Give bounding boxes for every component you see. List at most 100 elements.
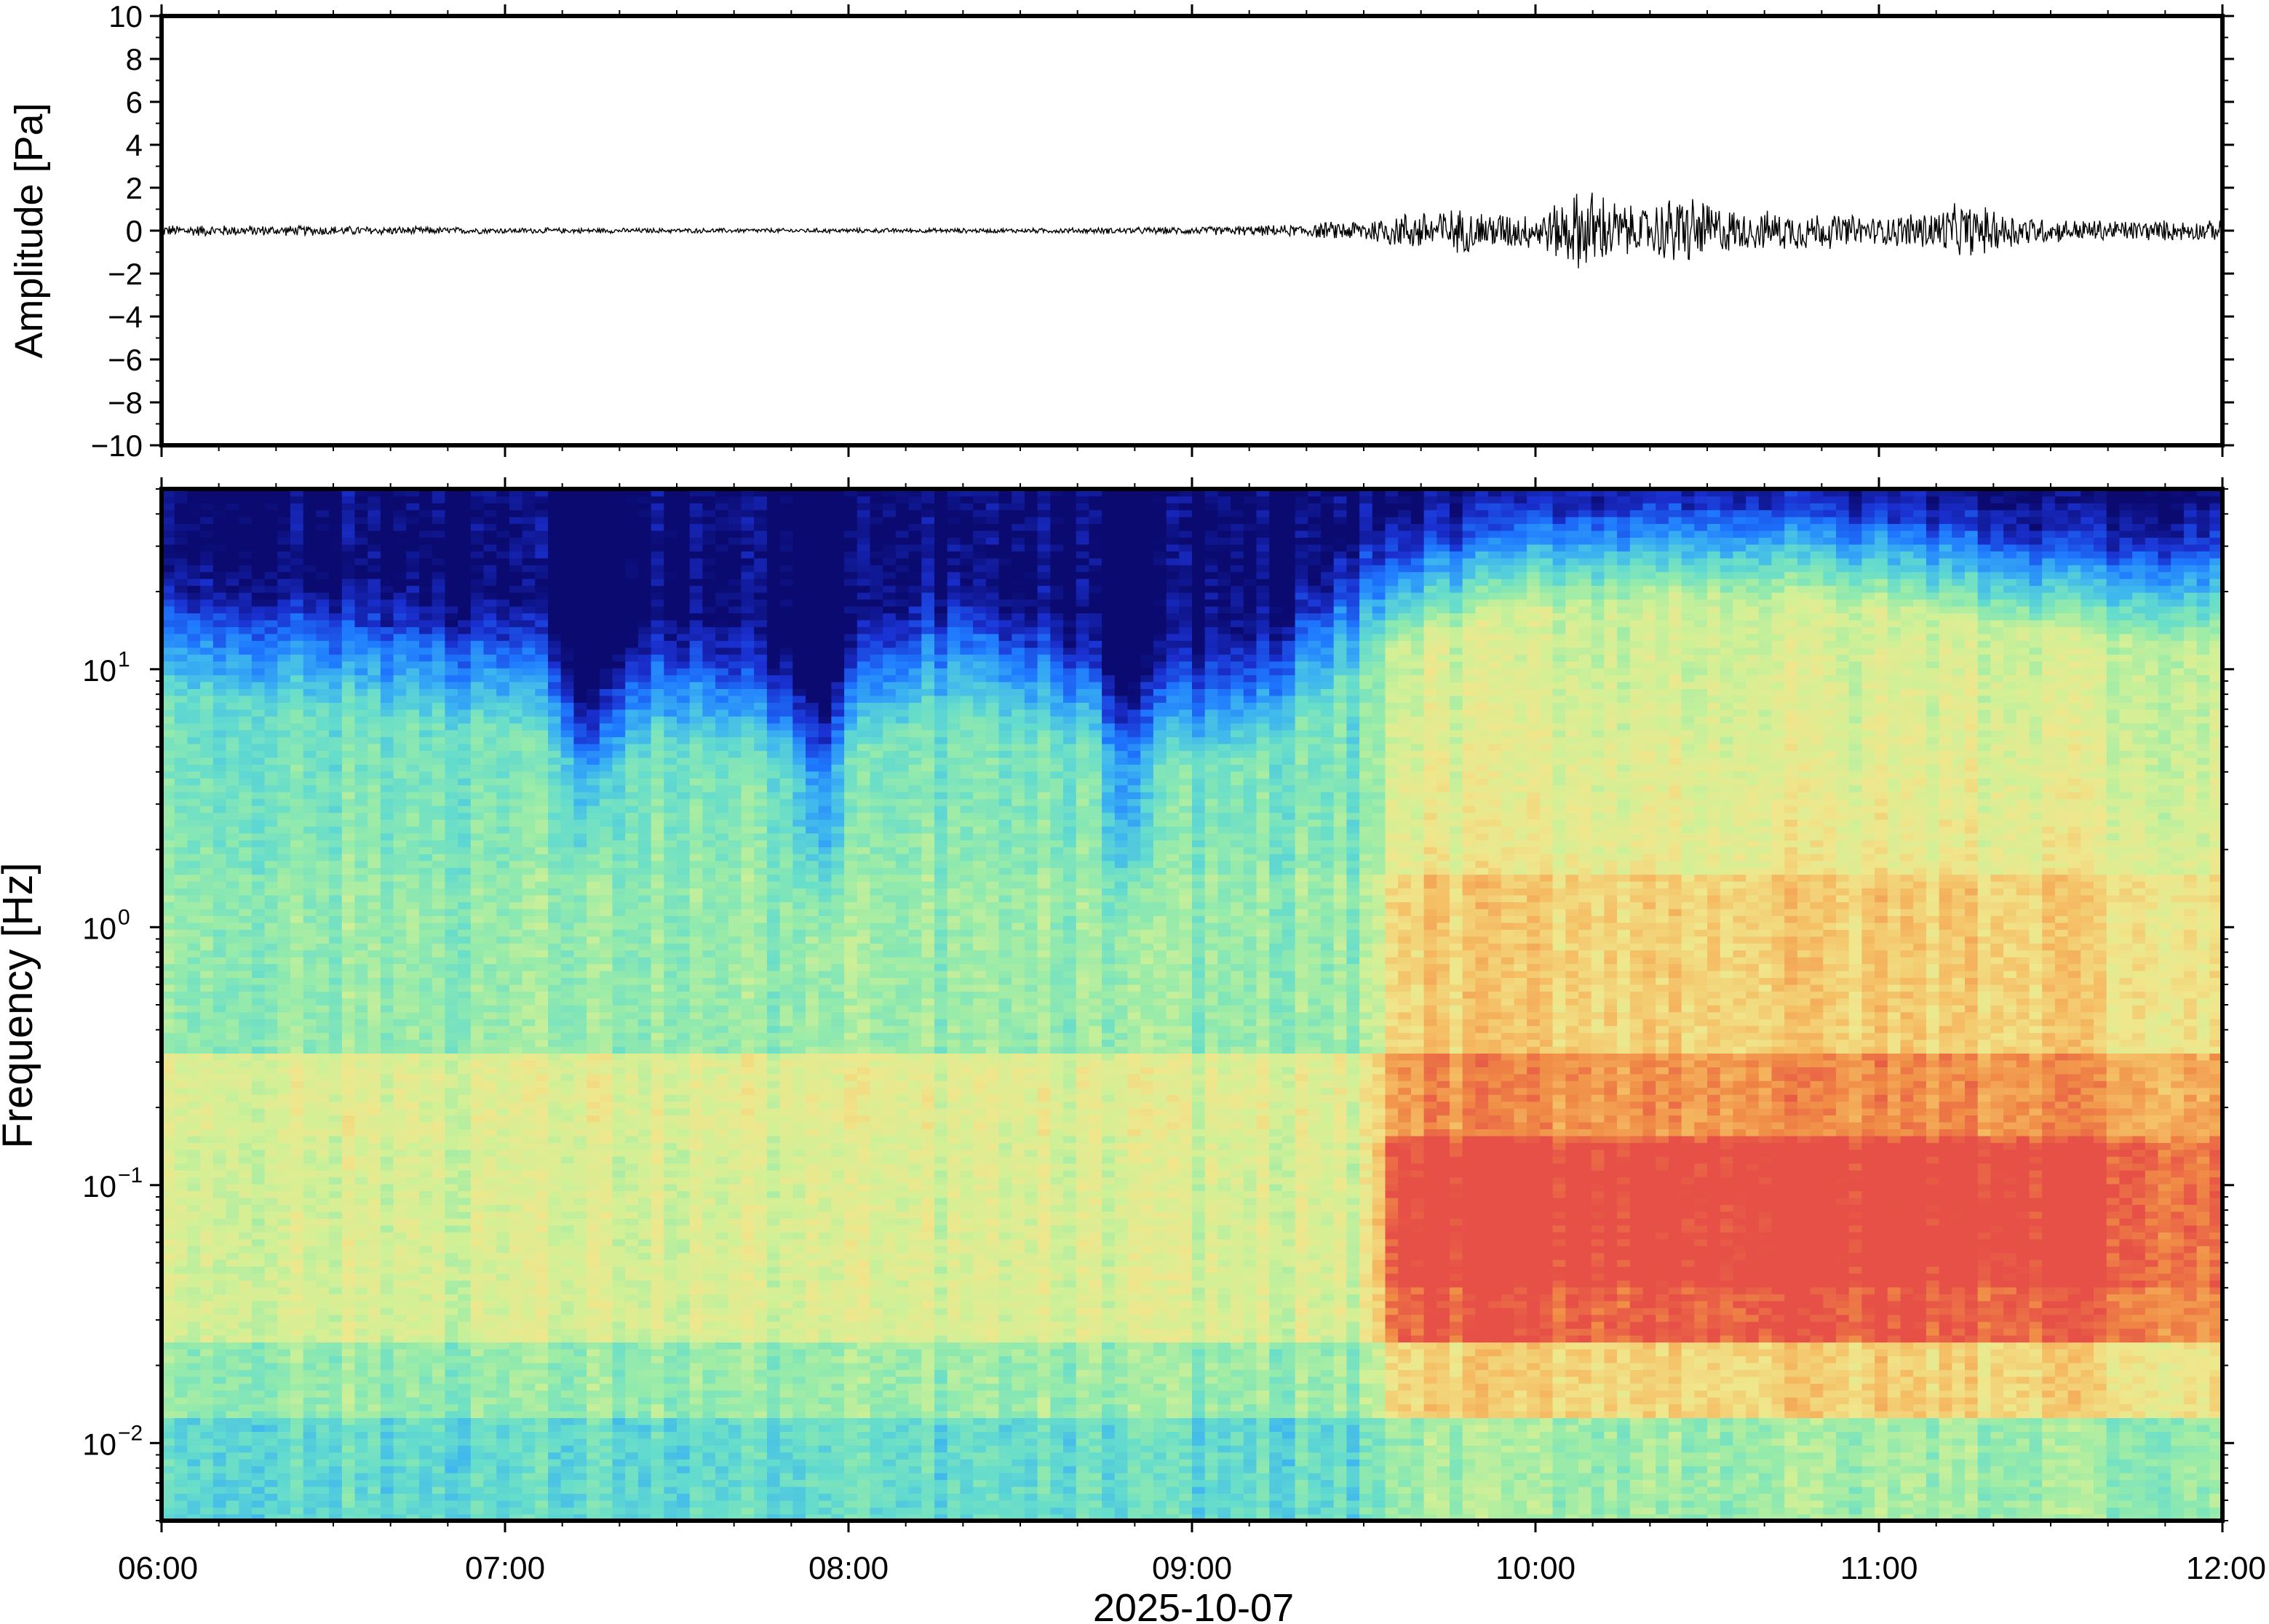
spectrogram-cell [483,1107,497,1116]
spectrogram-cell [251,1232,266,1240]
spectrogram-cell [535,1300,549,1308]
spectrogram-cell [187,489,201,497]
spectrogram-cell [187,1382,201,1391]
spectrogram-cell [303,1039,317,1047]
spectrogram-cell [573,1273,587,1281]
spectrogram-cell [573,729,587,738]
spectrogram-cell [496,1101,510,1109]
spectrogram-cell [329,1135,343,1143]
spectrogram-cell [200,1369,214,1377]
spectrogram-cell [522,942,536,951]
spectrogram-cell [174,867,188,875]
spectrogram-cell [573,613,587,621]
spectrogram-cell [483,956,497,965]
spectrogram-cell [239,840,253,848]
spectrogram-cell [329,1472,343,1481]
spectrogram-cell [445,832,458,840]
spectrogram-cell [162,688,175,696]
spectrogram-cell [316,1211,330,1219]
spectrogram-cell [393,1094,408,1102]
spectrogram-cell [445,1115,458,1123]
spectrogram-cell [560,495,575,503]
spectrogram-cell [509,743,523,752]
spectrogram-cell [445,915,458,923]
spectrogram-cell [573,867,587,875]
spectrogram-cell [329,667,343,676]
spectrogram-cell [264,1321,279,1329]
spectrogram-cell [496,1452,510,1460]
spectrogram-cell [212,489,227,497]
spectrogram-cell [509,633,523,641]
spectrogram-cell [341,1121,356,1129]
spectrogram-cell [264,1059,279,1067]
spectrogram-cell [380,729,394,738]
spectrogram-cell [445,1382,458,1391]
spectrogram-cell [470,557,485,565]
spectrogram-cell [316,1121,330,1129]
spectrogram-cell [419,1417,433,1425]
spectrogram-cell [290,1059,304,1067]
spectrogram-cell [212,653,227,662]
spectrogram-cell [560,1266,575,1274]
spectrogram-cell [522,819,536,827]
spectrogram-cell [458,1169,472,1178]
spectrogram-cell [187,860,201,868]
spectrogram-cell [264,1018,279,1027]
spectrogram-cell [535,1266,549,1274]
spectrogram-cell [239,1410,253,1418]
spectrogram-cell [548,605,562,613]
spectrogram-cell [290,977,304,985]
spectrogram-cell [316,860,330,868]
spectrogram-cell [200,1294,214,1302]
spectrogram-cell [239,1300,253,1308]
spectrogram-cell [496,950,510,958]
spectrogram-cell [290,709,304,717]
spectrogram-cell [470,1183,485,1192]
spectrogram-cell [496,1107,510,1116]
spectrogram-cell [367,936,381,944]
spectrogram-cell [277,853,291,861]
spectrogram-cell [509,1507,523,1515]
spectrogram-cell [162,640,175,648]
spectrogram-cell [290,984,304,992]
spectrogram-cell [535,894,549,902]
spectrogram-cell [316,915,330,923]
spectrogram-cell [393,1211,408,1219]
spectrogram-cell [535,778,549,786]
spectrogram-cell [458,1294,472,1302]
spectrogram-cell [162,613,175,621]
spectrogram-cell [509,723,523,731]
spectrogram-cell [367,1177,381,1185]
spectrogram-cell [174,1376,188,1384]
spectrogram-cell [200,667,214,676]
spectrogram-cell [470,1286,485,1294]
spectrogram-cell [162,592,175,600]
spectrogram-cell [393,750,408,758]
spectrogram-cell [290,1307,304,1315]
spectrogram-cell [303,1190,317,1198]
spectrogram-cell [329,489,343,497]
spectrogram-cell [548,1238,562,1246]
spectrogram-cell [445,1314,458,1322]
spectrogram-cell [264,1169,279,1178]
spectrogram-cell [277,716,291,724]
spectrogram-cell [290,592,304,600]
spectrogram-cell [367,1080,381,1088]
spectrogram-cell [380,1094,394,1102]
spectrogram-cell [419,1266,433,1274]
spectrogram-cell [406,1294,420,1302]
spectrogram-cell [458,1183,472,1192]
spectrogram-cell [162,1005,175,1013]
spectrogram-cell [535,1025,549,1033]
spectrogram-cell [535,688,549,696]
spectrogram-cell [316,1445,330,1453]
spectrogram-cell [212,819,227,827]
spectrogram-cell [380,936,394,944]
spectrogram-cell [290,998,304,1006]
spectrogram-cell [458,1300,472,1308]
spectrogram-cell [303,633,317,641]
spectrogram-cell [573,840,587,848]
spectrogram-cell [509,784,523,792]
spectrogram-cell [174,805,188,813]
spectrogram-cell [548,942,562,951]
